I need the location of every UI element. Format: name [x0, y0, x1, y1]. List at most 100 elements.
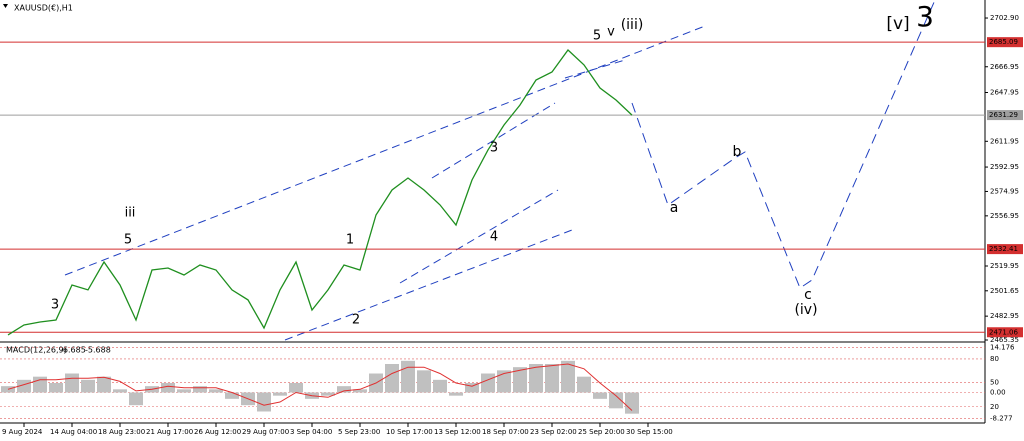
- wave-label: 3: [916, 0, 934, 33]
- x-tick-label: 3 Sep 04:00: [290, 428, 332, 436]
- macd-bar: [481, 373, 495, 393]
- macd-signal-line: [7, 363, 633, 411]
- x-tick-label: 5 Sep 23:00: [338, 428, 380, 436]
- level-tag: [987, 327, 1023, 338]
- macd-bar: [433, 379, 447, 393]
- macd-tick-label: -8.277: [990, 415, 1013, 423]
- macd-bar: [225, 392, 239, 399]
- projection-path: [631, 0, 936, 289]
- wave-label: b: [733, 144, 742, 160]
- y-tick-label: 2519.95: [990, 262, 1019, 270]
- symbol-title: XAUUSD(€),H1: [14, 4, 73, 13]
- macd-bar: [385, 364, 399, 393]
- level-label: 2631.29: [989, 111, 1018, 119]
- macd-bar: [417, 370, 431, 393]
- level-label: 2532.41: [989, 245, 1018, 253]
- wave-label: (iv): [794, 302, 817, 318]
- trend-line: [564, 59, 626, 79]
- macd-bar: [321, 392, 335, 396]
- macd-bar: [33, 376, 47, 393]
- x-tick-label: 25 Sep 20:00: [578, 428, 625, 436]
- wave-label: 5: [593, 29, 601, 44]
- y-tick-label: 2574.95: [990, 187, 1019, 195]
- macd-value: -6.685: [60, 346, 86, 355]
- wave-label: c: [804, 287, 812, 303]
- wave-label: 1: [346, 233, 354, 248]
- macd-bar: [257, 392, 271, 412]
- wave-label: (iii): [621, 17, 644, 33]
- macd-title: MACD(12,26,9): [6, 346, 67, 355]
- macd-bar: [161, 383, 175, 393]
- wave-label: 2: [352, 313, 360, 328]
- macd-signal-value: -5.688: [85, 346, 111, 355]
- macd-bar: [577, 376, 591, 393]
- y-tick-label: 2482.95: [990, 312, 1019, 320]
- wave-label: 4: [490, 230, 498, 245]
- trend-line: [64, 25, 706, 276]
- y-tick-label: 2501.65: [990, 287, 1019, 295]
- macd-tick-label: 80: [990, 355, 999, 363]
- y-tick-label: 2556.95: [990, 212, 1019, 220]
- price-line: [7, 49, 633, 336]
- x-tick-label: 10 Sep 17:00: [386, 428, 433, 436]
- y-tick-label: 2647.95: [990, 89, 1019, 97]
- macd-bar: [177, 389, 191, 393]
- symbol-icon: [3, 4, 8, 8]
- wave-label: iii: [125, 206, 136, 221]
- macd-bar: [97, 376, 111, 393]
- macd-bar: [49, 383, 63, 393]
- macd-bar: [209, 389, 223, 393]
- macd-bar: [449, 392, 463, 396]
- macd-bar: [273, 392, 287, 396]
- x-tick-label: 18 Aug 23:00: [98, 428, 145, 436]
- level-label: 2471.06: [989, 328, 1018, 336]
- macd-bar: [497, 370, 511, 393]
- x-tick-label: 9 Aug 2024: [2, 428, 43, 436]
- macd-bar: [401, 360, 415, 393]
- macd-bar: [113, 389, 127, 393]
- macd-bar: [337, 386, 351, 393]
- x-tick-label: 30 Sep 15:00: [626, 428, 673, 436]
- y-tick-label: 2702.90: [990, 14, 1019, 22]
- macd-bar: [1, 386, 15, 393]
- wave-label: [v]: [886, 14, 909, 34]
- trend-line: [399, 189, 559, 284]
- macd-bar: [465, 383, 479, 393]
- macd-tick-label: 50: [990, 379, 999, 387]
- macd-tick-label: 0.00: [990, 389, 1006, 397]
- wave-label: a: [670, 200, 679, 216]
- macd-tick-label: 14.176: [990, 344, 1015, 352]
- wave-label: v: [607, 25, 615, 40]
- wave-label: 3: [490, 141, 498, 156]
- x-tick-label: 29 Aug 07:00: [242, 428, 289, 436]
- macd-bar: [561, 360, 575, 393]
- macd-bar: [545, 364, 559, 393]
- macd-bar: [593, 392, 607, 399]
- macd-bar: [529, 364, 543, 393]
- macd-bar: [17, 379, 31, 393]
- macd-bar: [65, 373, 79, 393]
- x-tick-label: 21 Aug 17:00: [146, 428, 193, 436]
- x-tick-label: 13 Sep 12:00: [434, 428, 481, 436]
- level-tag: [987, 244, 1023, 255]
- x-tick-label: 14 Aug 04:00: [50, 428, 97, 436]
- wave-label: 3: [51, 298, 59, 313]
- y-tick-label: 2666.95: [990, 63, 1019, 71]
- x-tick-label: 23 Sep 02:00: [530, 428, 577, 436]
- y-tick-label: 2465.35: [990, 336, 1019, 344]
- macd-bar: [625, 392, 639, 414]
- macd-bar: [609, 392, 623, 409]
- level-tag: [987, 110, 1023, 121]
- y-tick-label: 2592.95: [990, 163, 1019, 171]
- level-label: 2685.09: [989, 38, 1018, 46]
- macd-tick-label: 20: [990, 403, 999, 411]
- x-tick-label: 18 Sep 07:00: [482, 428, 529, 436]
- macd-bar: [513, 367, 527, 393]
- wave-label: 5: [124, 233, 132, 248]
- macd-bar: [289, 383, 303, 393]
- level-tag: [987, 37, 1023, 48]
- macd-bar: [193, 386, 207, 393]
- y-tick-label: 2611.95: [990, 137, 1019, 145]
